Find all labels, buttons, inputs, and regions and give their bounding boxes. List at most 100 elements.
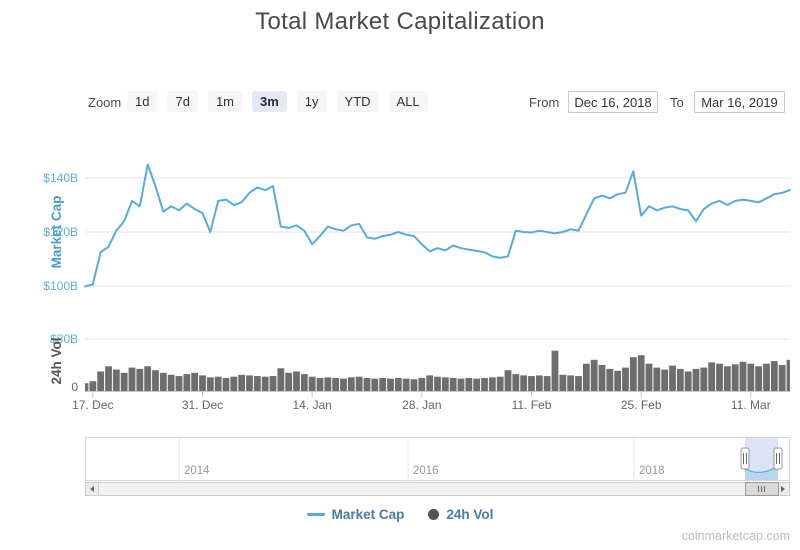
navigator-handle-left[interactable] [740, 447, 750, 470]
x-axis-tick-label: 31. Dec [182, 398, 223, 412]
x-axis-tick-label: 11. Mar [731, 398, 771, 412]
x-axis-tick-label: 14. Jan [292, 398, 331, 412]
volume-column [418, 378, 426, 391]
volume-column [402, 378, 410, 391]
volume-column [708, 362, 716, 391]
volume-column [684, 371, 692, 391]
zoom-button-all[interactable]: ALL [388, 91, 428, 112]
zoom-button-1m[interactable]: 1m [207, 91, 242, 112]
volume-column [285, 372, 293, 391]
x-axis-tick-label: 28. Jan [402, 398, 441, 412]
handle-grip-box [773, 447, 783, 470]
volume-column [136, 368, 144, 391]
volume-column [441, 377, 449, 391]
volume-column [590, 359, 598, 391]
volume-column [112, 369, 120, 391]
zoom-buttons: 1d 7d 1m 3m 1y YTD ALL [127, 91, 428, 112]
marketcap-axis-title: Market Cap [49, 196, 64, 269]
volume-column [277, 368, 285, 391]
volume-y-axis: 0 $80B [50, 332, 790, 394]
volume-column [191, 372, 199, 391]
volume-column [449, 378, 457, 391]
legend-item-label: 24h Vol [446, 507, 494, 522]
volume-column [763, 363, 770, 391]
volume-column [371, 378, 379, 391]
volume-column [637, 355, 645, 391]
volume-column [261, 376, 269, 391]
volume-column [504, 370, 512, 391]
scrollbar-thumb[interactable] [745, 482, 779, 496]
volume-column [567, 375, 575, 391]
volume-column [159, 372, 167, 391]
volume-column [755, 366, 763, 391]
zoom-button-1y[interactable]: 1y [296, 91, 327, 112]
y-axis-tick-label: $120B [43, 225, 78, 239]
volume-column [308, 376, 316, 391]
volume-column [465, 378, 473, 391]
y-axis-tick-label: 0 [71, 380, 78, 394]
volume-column [340, 378, 347, 391]
y-axis-tick-label: $100B [43, 279, 78, 293]
navigator-handle-right[interactable] [773, 447, 783, 470]
volume-column [434, 376, 441, 391]
volume-column [481, 378, 488, 391]
from-date-input[interactable] [568, 91, 658, 113]
x-axis-tick-label: 17. Dec [72, 398, 113, 412]
volume-column [645, 363, 653, 391]
volume-column [473, 378, 481, 391]
legend-dot-marker-icon [428, 509, 440, 520]
scrollbar-track[interactable] [85, 482, 790, 496]
y-axis-tick-label: $140B [43, 171, 78, 185]
handle-grip-box [740, 447, 750, 470]
volume-column [692, 368, 700, 391]
volume-column [622, 367, 629, 391]
volume-column [206, 377, 214, 391]
x-axis-tick-label: 25. Feb [621, 398, 662, 412]
navigator-series-area [745, 466, 778, 480]
volume-column [676, 368, 684, 391]
volume-column [426, 375, 434, 391]
page-title: Total Market Capitalization [255, 8, 545, 35]
volume-column [175, 376, 183, 391]
volume-axis-title: 24h Vol [49, 337, 64, 384]
volume-column [222, 378, 230, 391]
marketcap-y-axis: $100B $120B $140B [43, 171, 790, 293]
volume-column [144, 366, 152, 391]
volume-column [786, 359, 790, 391]
legend-line-marker-icon [306, 513, 325, 516]
navigator-selection[interactable] [745, 438, 778, 480]
volume-column [457, 378, 465, 391]
volume-column [183, 374, 191, 391]
volume-column [551, 350, 559, 391]
volume-column [582, 363, 590, 391]
to-label: To [670, 95, 684, 110]
zoom-button-1d[interactable]: 1d [127, 91, 158, 112]
volume-column [528, 376, 535, 391]
zoom-button-ytd[interactable]: YTD [336, 91, 379, 112]
plot-area[interactable] [85, 150, 790, 391]
navigator: 2014 2016 2018 [85, 437, 790, 481]
volume-column [723, 366, 731, 391]
volume-column [152, 370, 159, 391]
volume-column [606, 368, 614, 391]
volume-column [167, 374, 175, 391]
to-date-input[interactable] [694, 91, 785, 113]
volume-column [120, 372, 128, 391]
volume-column [731, 364, 739, 391]
volume-column [230, 376, 238, 391]
volume-column [199, 375, 206, 391]
volume-column [316, 378, 324, 391]
legend-item-24h-vol[interactable]: 24h Vol [428, 507, 493, 522]
volume-column [269, 376, 277, 391]
y-axis-tick-label: $80B [50, 332, 78, 346]
zoom-button-7d[interactable]: 7d [167, 91, 198, 112]
navigator-track[interactable] [85, 437, 790, 481]
legend-item-label: Market Cap [331, 507, 405, 522]
volume-column [661, 369, 669, 391]
volume-column [97, 371, 105, 391]
volume-column [559, 374, 567, 391]
volume-column [598, 365, 606, 391]
legend-item-market-cap[interactable]: Market Cap [306, 507, 405, 522]
zoom-button-3m[interactable]: 3m [252, 91, 287, 112]
